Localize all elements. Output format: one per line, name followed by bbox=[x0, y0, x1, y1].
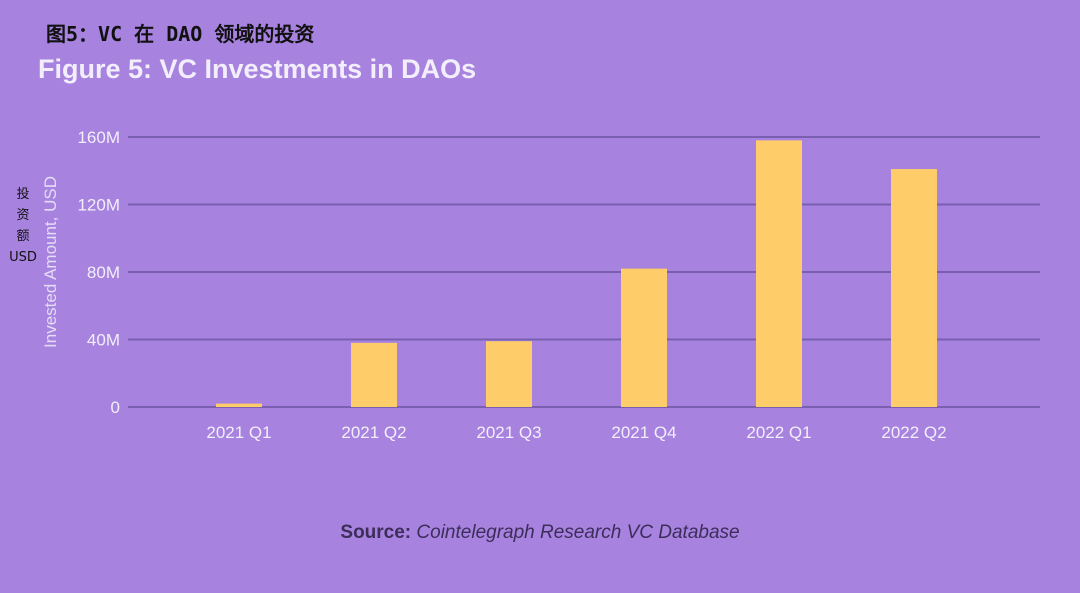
source-label: Source: bbox=[340, 522, 412, 543]
x-tick-label: 2022 Q2 bbox=[881, 423, 946, 442]
chinese-y-axis-label-part: 投 bbox=[16, 187, 30, 202]
bar bbox=[486, 341, 532, 407]
y-tick-label: 80M bbox=[87, 263, 120, 282]
y-tick-label: 120M bbox=[77, 196, 120, 215]
y-axis-label: Invested Amount, USD bbox=[41, 176, 60, 348]
gridlines bbox=[128, 136, 1040, 408]
chinese-y-axis-label-part: 资 bbox=[16, 208, 30, 223]
x-tick-label: 2021 Q2 bbox=[341, 423, 406, 442]
bar bbox=[216, 403, 262, 407]
bars bbox=[216, 140, 937, 407]
chinese-y-axis-label-part: 额 bbox=[16, 229, 30, 244]
x-tick-labels: 2021 Q1 2021 Q2 2021 Q3 2021 Q4 2022 Q1 2022 … bbox=[206, 423, 946, 442]
bar bbox=[756, 140, 802, 407]
y-tick-labels: 0 40M 80M 120M 160M bbox=[77, 128, 120, 417]
x-tick-label: 2021 Q4 bbox=[611, 423, 676, 442]
chart-title: Figure 5: VC Investments in DAOs bbox=[38, 54, 477, 84]
x-tick-label: 2021 Q1 bbox=[206, 423, 271, 442]
bar bbox=[351, 342, 397, 407]
y-tick-label: 160M bbox=[77, 128, 120, 147]
bar bbox=[891, 169, 937, 407]
y-tick-label: 0 bbox=[111, 398, 120, 417]
source-text: Cointelegraph Research VC Database bbox=[416, 522, 740, 543]
x-tick-label: 2022 Q1 bbox=[746, 423, 811, 442]
source-note: Source: Cointelegraph Research VC Databa… bbox=[0, 522, 1080, 544]
chinese-title: 图5：VC 在 DAO 领域的投资 bbox=[46, 22, 315, 46]
bar bbox=[621, 268, 667, 407]
chinese-y-axis-label: 投 资 额 USD bbox=[8, 184, 38, 268]
x-tick-label: 2021 Q3 bbox=[476, 423, 541, 442]
chinese-y-axis-label-part: USD bbox=[9, 250, 37, 265]
y-tick-label: 40M bbox=[87, 331, 120, 350]
